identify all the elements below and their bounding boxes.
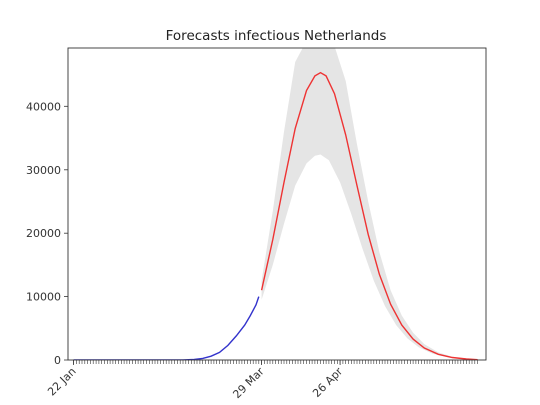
y-axis-ticks: 0 10000 20000 30000 40000 (26, 100, 68, 367)
x-axis-tick-labels: 22 Jan 29 Mar 26 Apr (45, 360, 346, 402)
x-tick-label: 22 Jan (45, 365, 79, 399)
x-minor-ticks (73, 360, 478, 364)
forecast-series-line (260, 71, 478, 360)
y-tick-label: 30000 (26, 164, 61, 177)
x-tick-label: 29 Mar (230, 365, 267, 402)
forecast-confidence-band (261, 48, 478, 360)
plot-area (73, 48, 478, 360)
y-tick-label: 10000 (26, 291, 61, 304)
x-tick-label: 26 Apr (310, 365, 345, 400)
chart-title: Forecasts infectious Netherlands (166, 28, 387, 44)
observed-series-line (73, 296, 260, 360)
y-tick-label: 0 (54, 354, 61, 367)
y-tick-label: 40000 (26, 100, 61, 113)
y-tick-label: 20000 (26, 227, 61, 240)
plot-frame (67, 47, 487, 361)
